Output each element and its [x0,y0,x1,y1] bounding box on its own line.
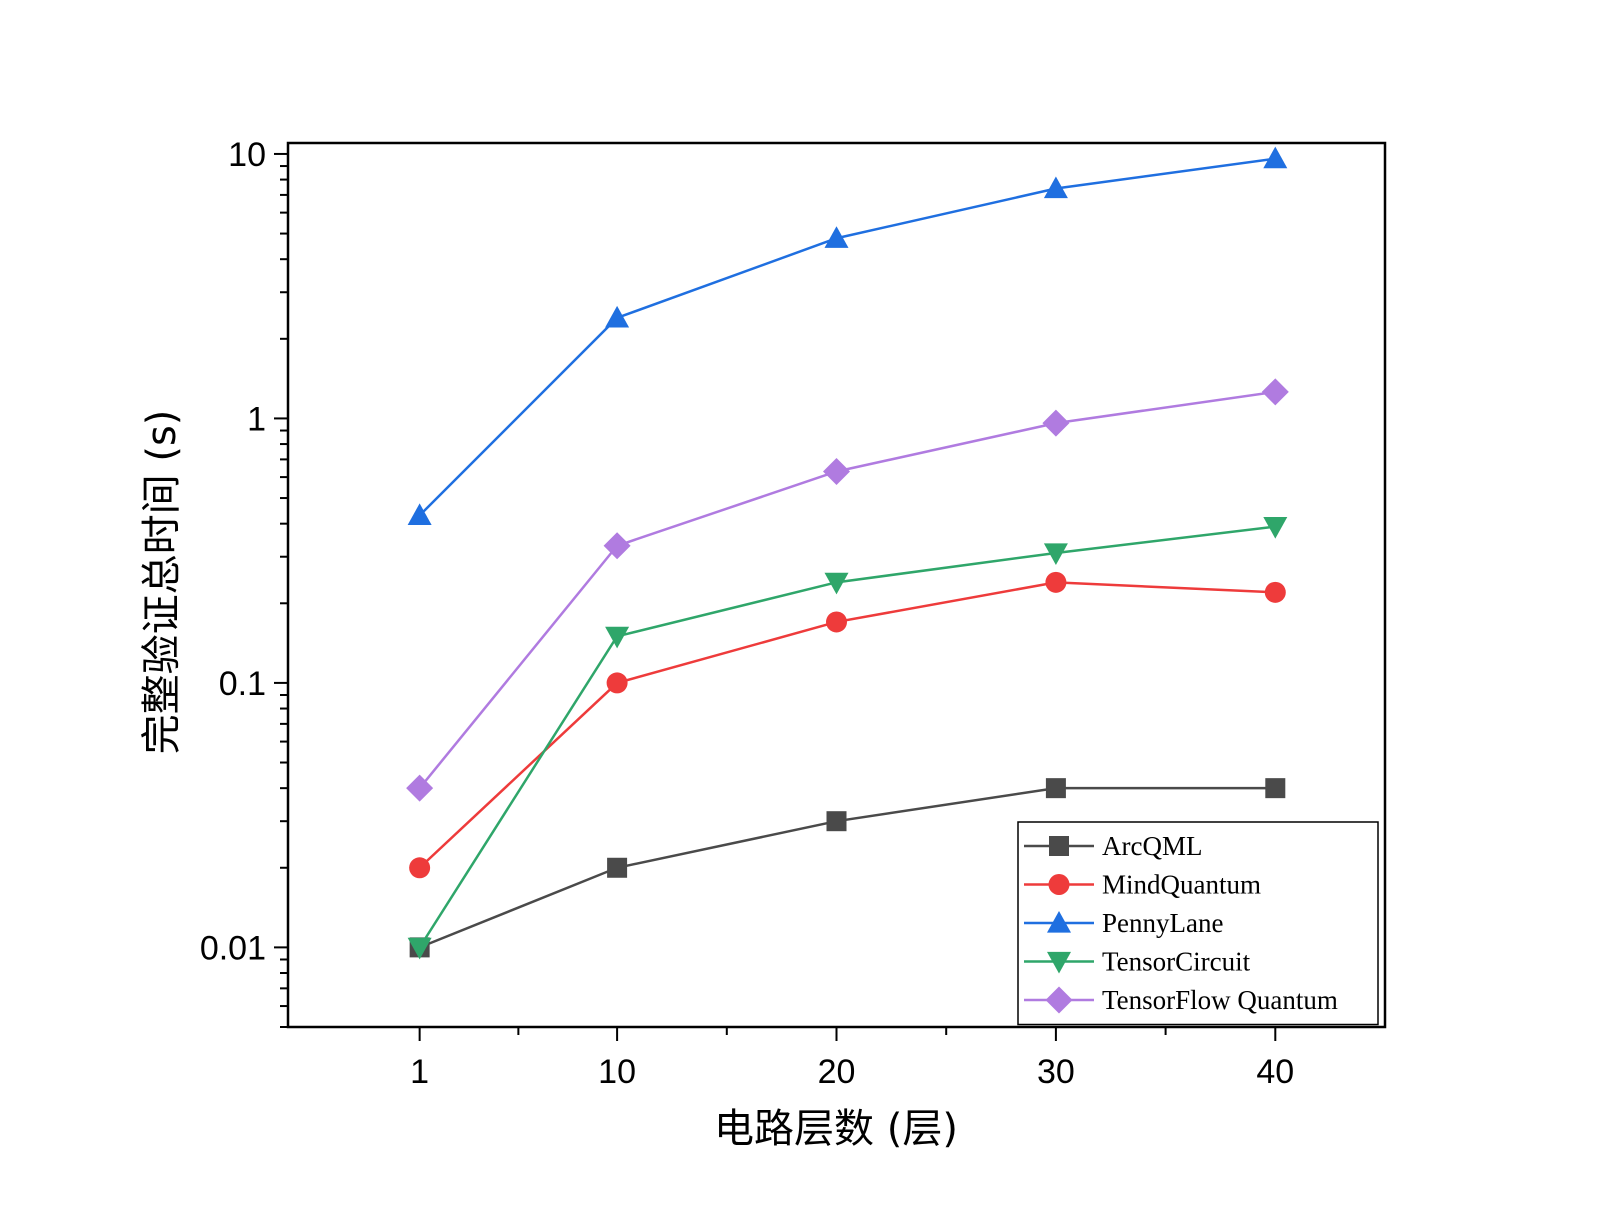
data-point [1264,581,1286,603]
legend: ArcQML MindQuantum PennyLane TensorCircuit T… [1017,821,1379,1026]
data-point [826,611,847,633]
data-point [407,937,432,960]
data-point [1261,378,1289,406]
series-tensorcircuit [407,516,1288,960]
data-point [824,226,849,248]
x-tick-label: 40 [1256,1053,1294,1091]
series-layer [406,146,1289,960]
data-point [1042,409,1070,437]
y-tick-label: 10 [228,136,266,174]
y-axis: 0.01 0.1 1 10 [200,136,288,1028]
y-tick-label: 1 [247,400,266,438]
data-point [606,672,628,694]
series-line [418,390,1276,789]
legend-marker [1049,836,1069,856]
data-point [1045,778,1066,799]
data-point [1043,543,1068,565]
legend-item: ArcQML [1024,831,1202,861]
data-point [1263,516,1288,539]
x-tick-label: 10 [598,1053,636,1091]
series-tensorflow-quantum [406,378,1289,802]
data-point [605,305,630,328]
legend-marker [1047,951,1071,974]
y-tick-label: 0.01 [200,929,266,967]
data-point [409,857,431,879]
data-point [823,457,850,485]
data-point [826,811,847,832]
x-axis: 1 10 20 30 40 [410,1027,1294,1091]
legend-label: PennyLane [1102,908,1223,938]
legend-item: TensorCircuit [1024,947,1251,977]
legend-marker [1048,874,1070,895]
x-tick-label: 20 [818,1053,856,1091]
data-point [607,857,628,878]
legend-marker [1047,911,1071,933]
x-axis-title: 电路层数 (层) [714,1106,958,1152]
legend-item: MindQuantum [1024,870,1261,900]
data-point [406,774,434,802]
series-pennylane [407,146,1288,525]
data-point [407,503,432,525]
series-line [418,157,1276,517]
data-point [824,572,849,595]
legend-marker [1045,986,1073,1014]
legend-label: TensorFlow Quantum [1102,985,1338,1015]
data-point [603,532,631,560]
data-point [1043,176,1068,199]
legend-item: PennyLane [1024,908,1223,938]
data-point [1265,778,1286,799]
data-point [1263,146,1288,169]
legend-label: ArcQML [1102,831,1202,861]
x-tick-label: 1 [410,1053,429,1091]
data-point [1045,571,1067,593]
legend-label: TensorCircuit [1102,947,1251,977]
x-tick-label: 30 [1037,1053,1075,1091]
y-axis-title: 完整验证总时间 (s) [139,410,185,755]
legend-label: MindQuantum [1102,870,1261,900]
series-mindquantum [409,571,1286,879]
legend-item: TensorFlow Quantum [1024,985,1338,1015]
y-tick-label: 0.1 [219,665,266,703]
data-point [605,626,630,649]
